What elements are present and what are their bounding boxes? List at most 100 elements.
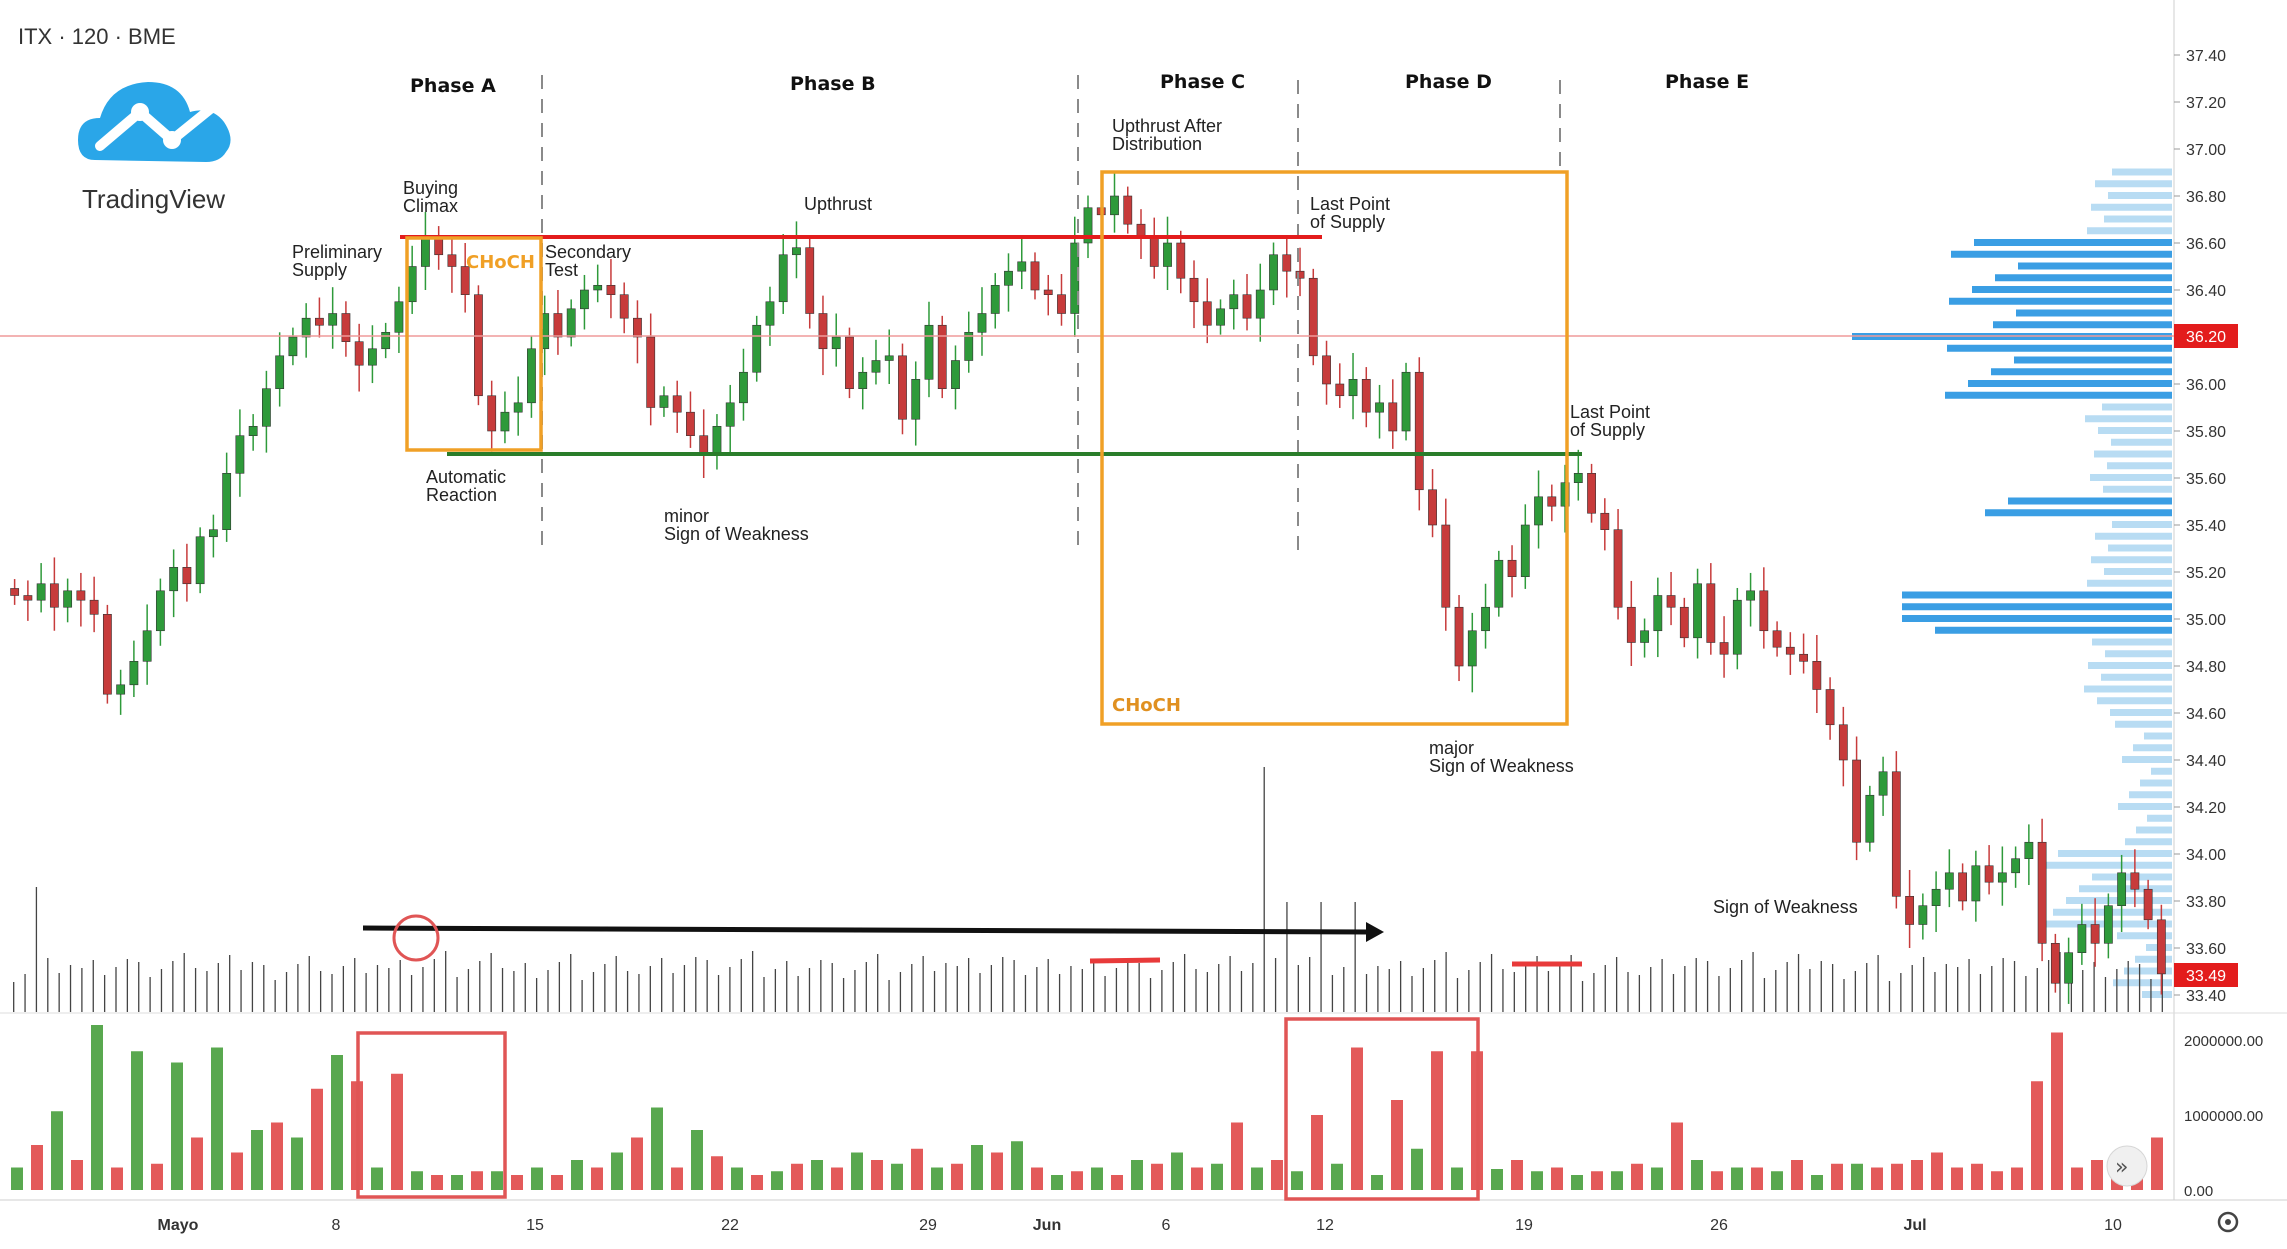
candle-body (76, 590, 86, 601)
candle-body (858, 371, 868, 390)
candle-body (301, 317, 311, 338)
profile-bar (1968, 380, 2172, 387)
profile-bar (2103, 485, 2172, 493)
candle-body (1693, 583, 1702, 639)
price-marker-horizontal-text: 36.20 (2186, 329, 2226, 346)
candle-body (1057, 294, 1066, 314)
volume-bar (311, 1088, 323, 1190)
volume-bar (1811, 1175, 1823, 1190)
volume-circle-marker[interactable] (392, 914, 440, 962)
volume-highlight-2[interactable] (1284, 1017, 1480, 1201)
volume-bar (1971, 1163, 1983, 1190)
settings-button[interactable] (2217, 1211, 2239, 1233)
candle-body (1679, 606, 1689, 639)
volume-bar (911, 1148, 923, 1190)
volume-highlight-1[interactable] (356, 1031, 507, 1199)
profile-bar (2105, 650, 2172, 658)
profile-bar (1985, 509, 2172, 517)
candle-body (1958, 872, 1968, 902)
volume-bar (611, 1152, 623, 1190)
volume-bar (1871, 1167, 1883, 1190)
phase-e-label: Phase E (1665, 71, 1749, 93)
scroll-to-realtime-button[interactable]: » (2106, 1145, 2148, 1187)
price-tick-label: 33.80 (2186, 894, 2226, 911)
volume-arrow-line[interactable] (362, 925, 1371, 935)
candle-body (195, 536, 205, 585)
candle-body (593, 284, 603, 291)
volume-bar (291, 1137, 303, 1190)
profile-bar (2090, 474, 2172, 481)
volume-bar (771, 1171, 783, 1190)
time-tick-label: 22 (721, 1217, 739, 1234)
volume-bar (671, 1167, 683, 1190)
candle-body (1242, 294, 1252, 319)
time-tick-label: 15 (526, 1217, 544, 1234)
candle-body (1984, 865, 1994, 883)
candle-body (1706, 583, 1716, 643)
volume-bar (1311, 1115, 1323, 1190)
profile-bar (2018, 262, 2172, 270)
profile-bar (2136, 826, 2172, 834)
volume-bar (1331, 1163, 1343, 1190)
candle-body (1587, 472, 1596, 514)
candle-body (977, 313, 987, 333)
candle-body (1838, 724, 1848, 761)
profile-bar (2135, 955, 2172, 963)
lps-label-1b: of Supply (1310, 212, 1385, 232)
candle-body (1600, 512, 1610, 531)
profile-bar (2147, 814, 2172, 822)
volume-bar (1531, 1171, 1543, 1190)
volume-bar (1031, 1167, 1043, 1190)
candle-body (2024, 841, 2034, 860)
upper-volume-ticks (13, 767, 2163, 1012)
volume-bar (1551, 1167, 1563, 1190)
price-tick-label: 35.00 (2186, 612, 2226, 629)
volume-bar (711, 1156, 723, 1190)
volume-bar (651, 1107, 663, 1190)
profile-bar (2087, 579, 2172, 587)
candle-body (911, 378, 921, 420)
time-tick-label: 29 (919, 1217, 937, 1234)
volume-bar (511, 1175, 523, 1190)
profile-bar (1949, 297, 2172, 305)
volume-bar (331, 1055, 343, 1190)
candle-body (619, 294, 629, 319)
low-volume-dash-1[interactable] (1089, 957, 1161, 964)
volume-bar (871, 1160, 883, 1190)
candle-body (235, 435, 245, 474)
volume-bar (831, 1167, 843, 1190)
candle-body (10, 588, 20, 596)
price-tick-label: 35.80 (2186, 424, 2226, 441)
volume-bar (1771, 1171, 1783, 1190)
scroll-button-bg[interactable] (2106, 1145, 2148, 1187)
candle-body (1269, 254, 1278, 291)
profile-bar (2112, 521, 2172, 528)
profile-bar (2117, 932, 2172, 940)
candle-body (1905, 895, 1915, 925)
automatic-reaction-label: Automatic (426, 467, 506, 487)
preliminary-supply-label-2: Supply (292, 260, 347, 280)
price-tick-label: 33.60 (2186, 941, 2226, 958)
choch-box-2[interactable] (1100, 170, 1569, 726)
volume-bar (1911, 1160, 1923, 1190)
candle-body (1997, 872, 2007, 883)
candle-body (1759, 590, 1769, 632)
time-tick-label: 8 (332, 1217, 341, 1234)
candle-body (129, 660, 139, 686)
candle-body (460, 266, 470, 296)
choch-box-1[interactable] (405, 236, 543, 452)
volume-bar (251, 1130, 263, 1190)
candle-body (1971, 865, 1981, 902)
gear-icon[interactable] (2217, 1211, 2239, 1233)
volume-bar (1451, 1167, 1463, 1190)
profile-bar (2085, 415, 2172, 423)
price-tick-label: 35.20 (2186, 565, 2226, 582)
volume-bar (551, 1175, 563, 1190)
candle-body (513, 402, 523, 413)
volume-bar (1191, 1167, 1203, 1190)
profile-bar (2016, 309, 2172, 317)
candle-body (1865, 794, 1875, 843)
volume-bar (71, 1160, 83, 1190)
volume-bar (1571, 1175, 1583, 1190)
